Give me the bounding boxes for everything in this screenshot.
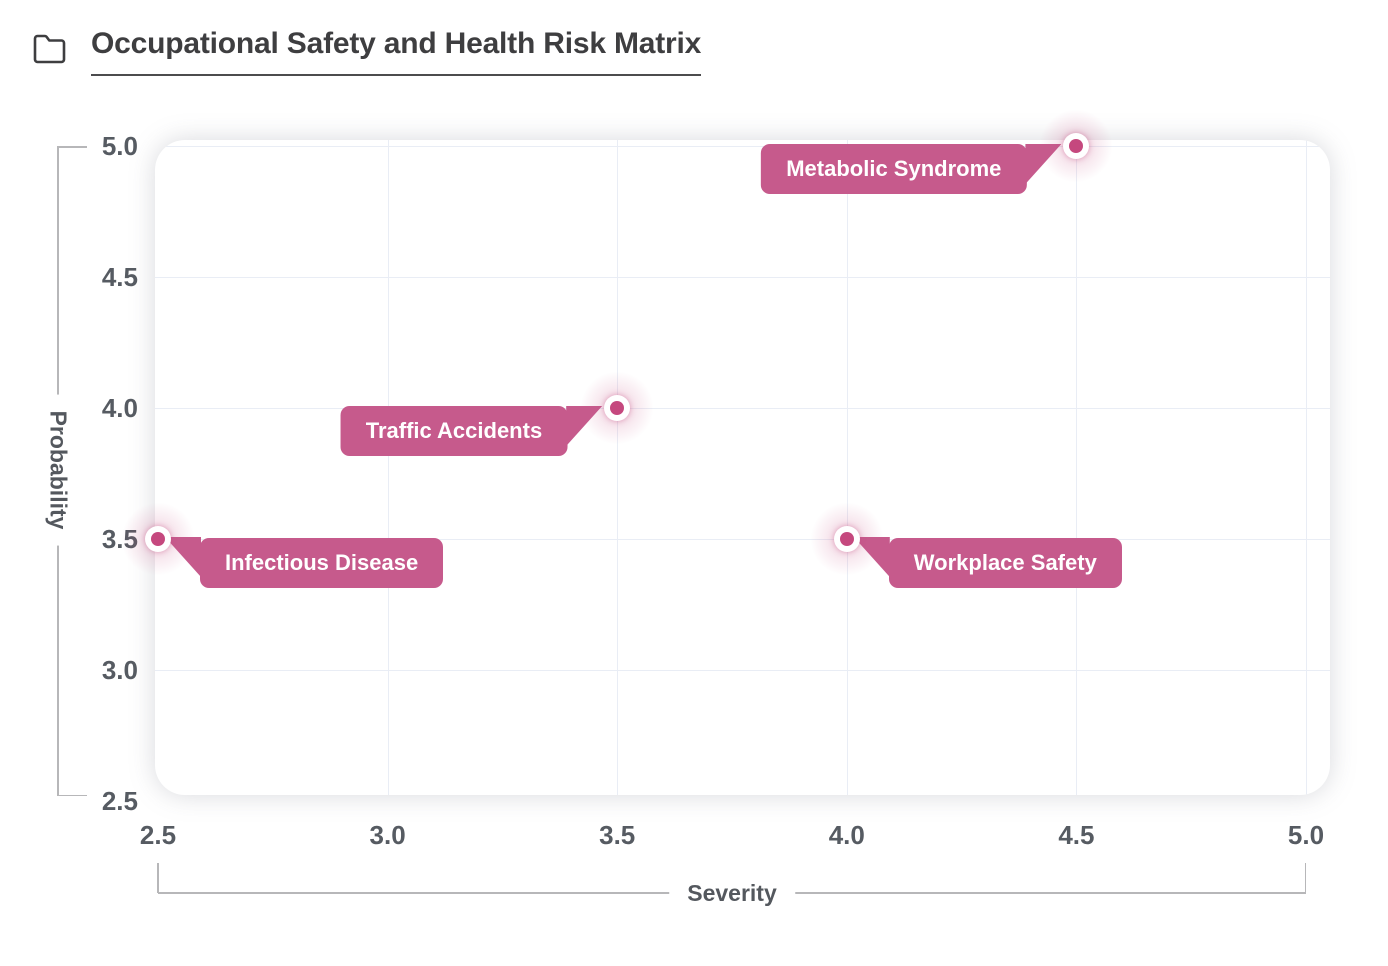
x-tick-label: 2.5 — [139, 820, 177, 850]
folder-icon — [31, 31, 68, 69]
infectious-disease-label: Infectious Disease — [200, 538, 444, 588]
y-tick-label: 4.0 — [101, 393, 138, 423]
x-tick-label: 4.0 — [828, 820, 865, 850]
y-axis-title: Probability — [44, 394, 72, 546]
x-axis-title: Severity — [669, 878, 795, 908]
gridline-horizontal — [155, 277, 1330, 278]
data-point-infectious-disease[interactable] — [151, 532, 165, 546]
metabolic-syndrome-label: Metabolic Syndrome — [761, 144, 1027, 194]
gridline-vertical — [1306, 140, 1307, 795]
y-axis-end-tick-top — [57, 146, 87, 148]
gridline-horizontal — [155, 408, 1330, 409]
x-tick-label: 5.0 — [1287, 820, 1325, 850]
traffic-accidents-label: Traffic Accidents — [340, 406, 568, 456]
data-point-metabolic-syndrome[interactable] — [1069, 139, 1084, 153]
data-point-traffic-accidents[interactable] — [610, 401, 625, 415]
page-title: Occupational Safety and Health Risk Matr… — [91, 27, 701, 76]
x-tick-label: 4.5 — [1058, 820, 1095, 850]
gridline-vertical — [846, 140, 848, 795]
x-tick-label: 3.0 — [369, 820, 406, 850]
plot-area — [155, 140, 1330, 795]
x-axis-end-tick-right — [1304, 863, 1306, 893]
y-tick-label: 2.5 — [101, 786, 138, 816]
data-point-workplace-safety[interactable] — [839, 532, 854, 546]
gridline-horizontal — [155, 146, 1330, 147]
y-tick-label: 4.5 — [101, 262, 138, 292]
gridline-horizontal — [155, 539, 1330, 540]
workplace-safety-label: Workplace Safety — [888, 538, 1122, 588]
x-axis-end-tick-left — [157, 863, 159, 893]
x-tick-label: 3.5 — [599, 820, 636, 850]
gridline-vertical — [387, 140, 389, 795]
y-tick-label: 5.0 — [101, 131, 138, 161]
y-tick-label: 3.0 — [101, 655, 138, 685]
gridline-vertical — [1076, 140, 1078, 795]
y-axis-end-tick-bottom — [57, 794, 87, 796]
gridline-horizontal — [155, 670, 1330, 671]
y-tick-label: 3.5 — [38, 524, 138, 554]
gridline-vertical — [617, 140, 619, 795]
page-header: Occupational Safety and Health Risk Matr… — [31, 27, 701, 76]
